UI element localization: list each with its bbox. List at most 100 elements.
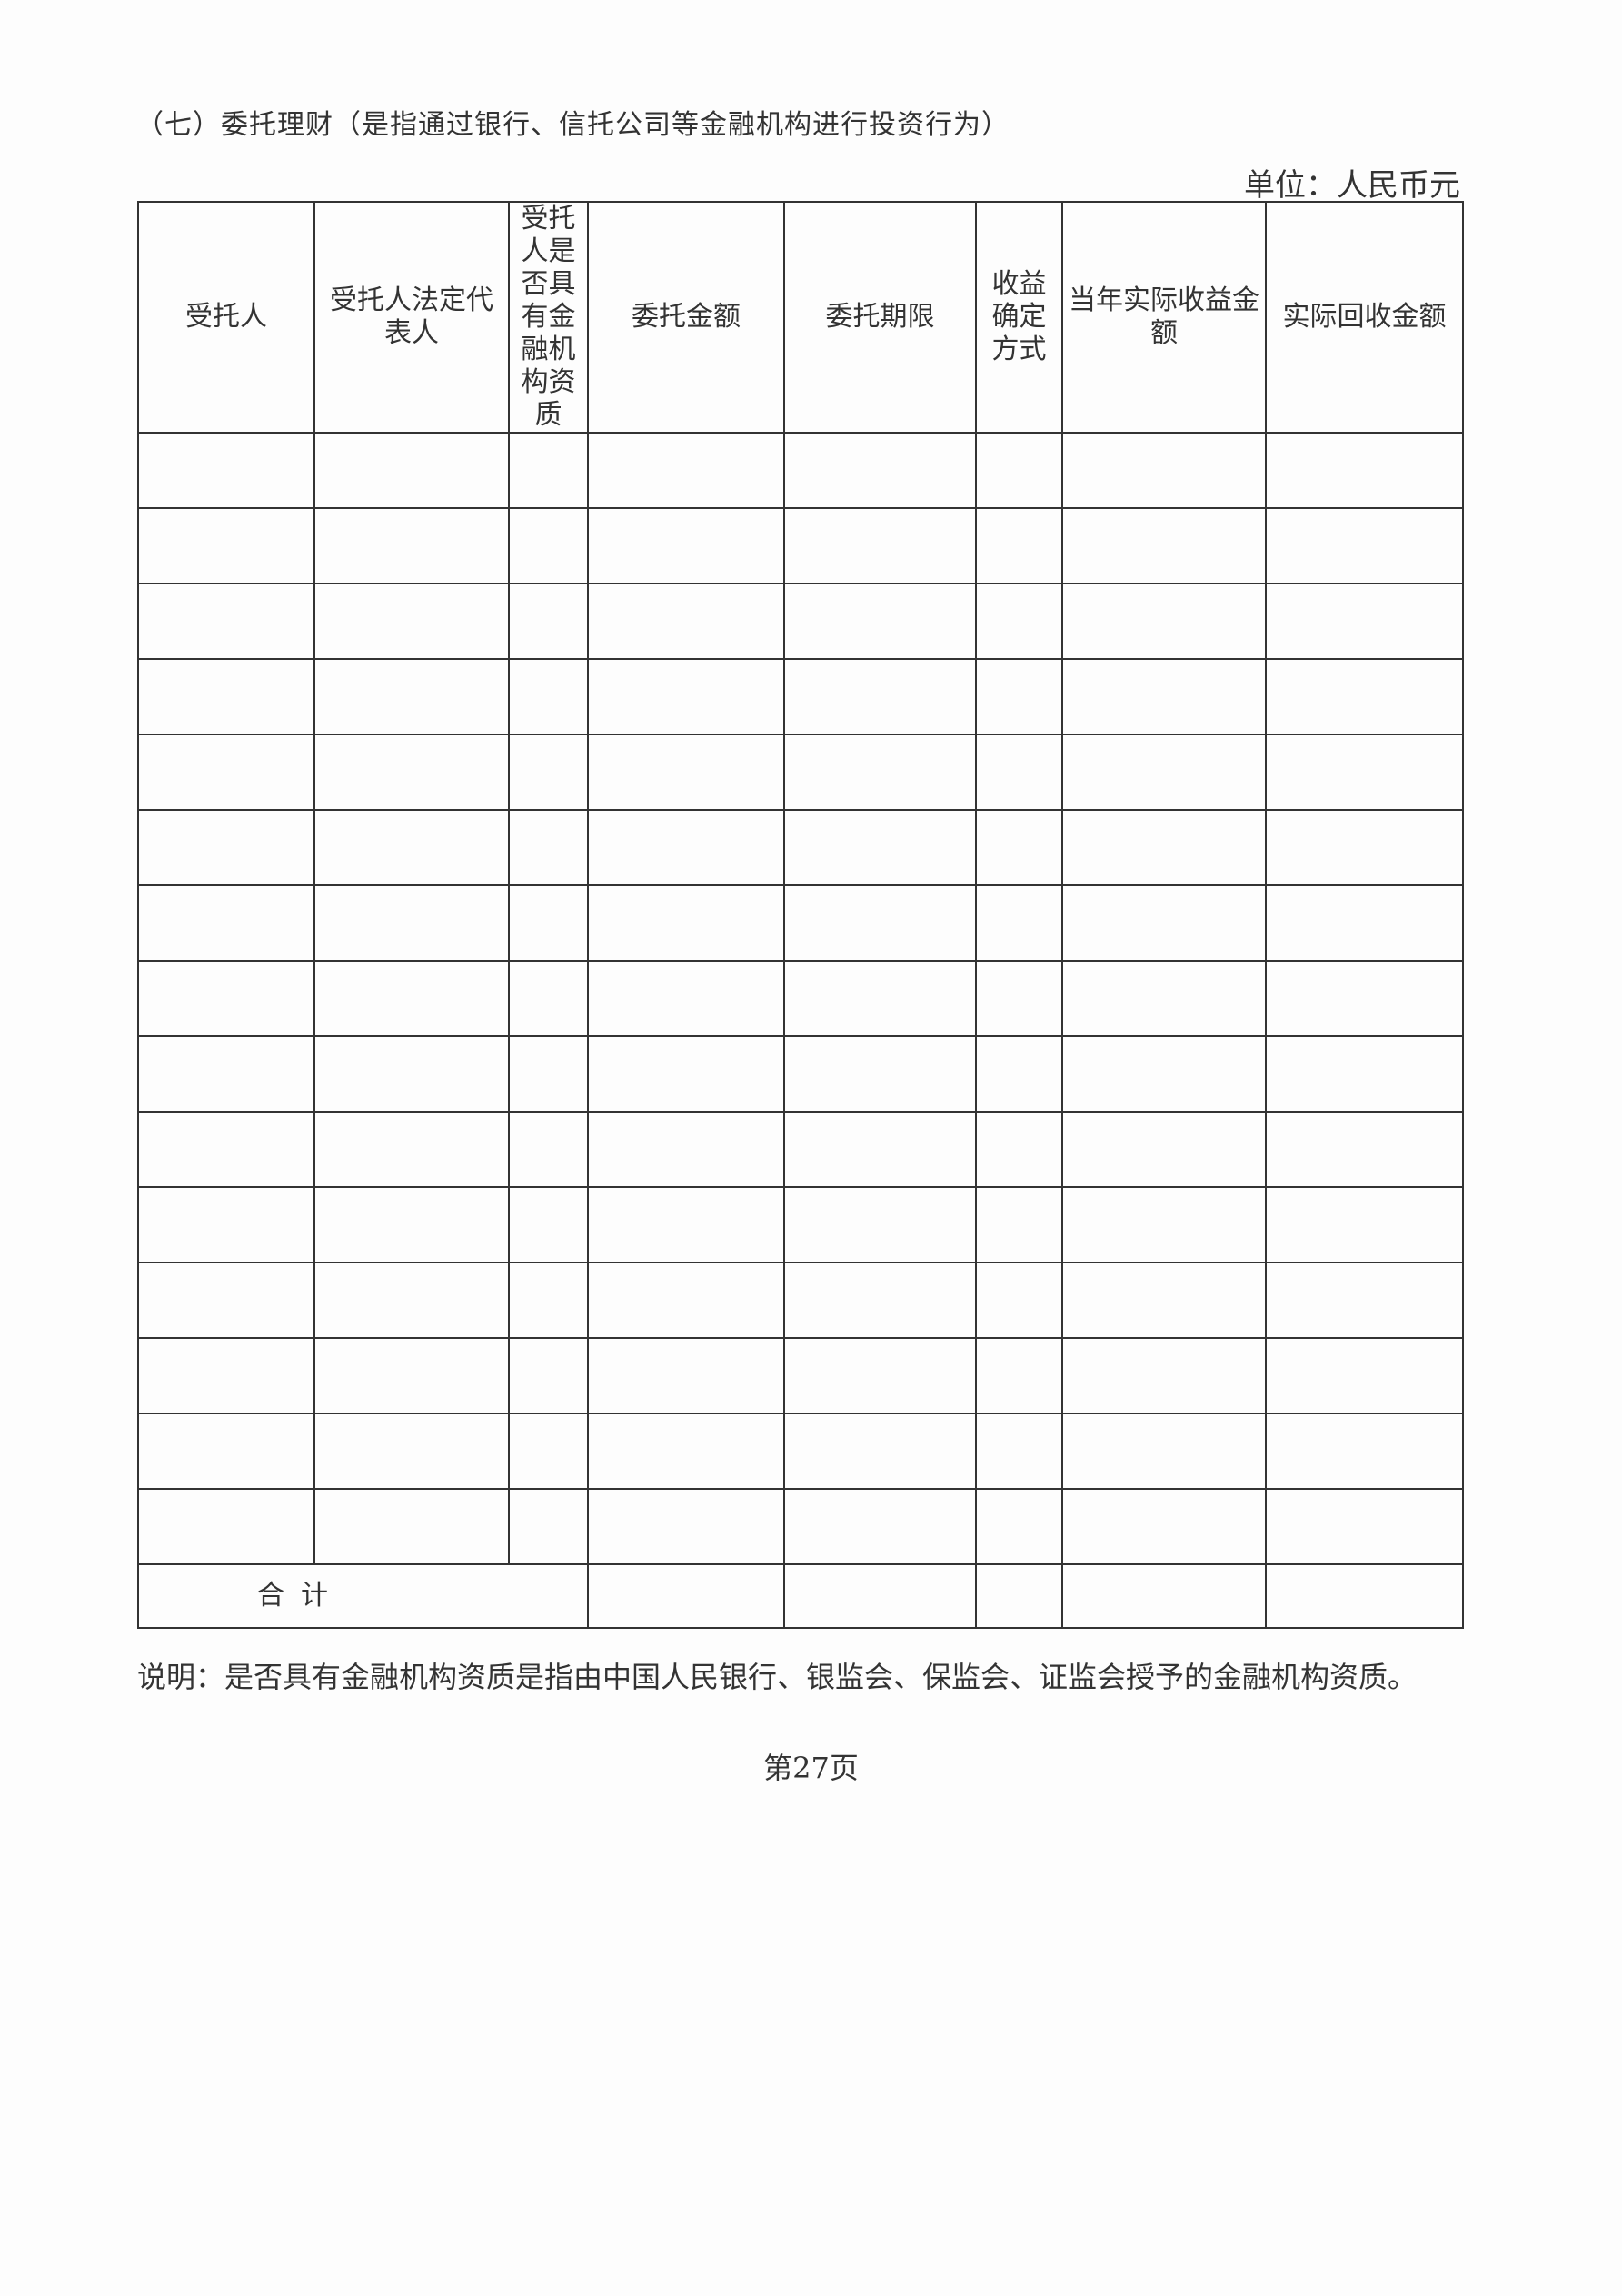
table-row — [137, 432, 1464, 509]
table-row — [137, 1488, 1464, 1565]
total-cell — [975, 1563, 1063, 1629]
table-cell — [975, 432, 1063, 509]
table-cell — [587, 1337, 785, 1414]
table-cell — [1265, 583, 1464, 660]
table-cell — [508, 1111, 589, 1188]
total-cell — [587, 1563, 785, 1629]
table-cell — [783, 1488, 977, 1565]
table-cell — [1265, 1186, 1464, 1263]
table-cell — [783, 960, 977, 1037]
table-cell — [1265, 884, 1464, 962]
table-cell — [1061, 1337, 1267, 1414]
table-cell — [783, 1186, 977, 1263]
table-cell — [975, 960, 1063, 1037]
table-cell — [1061, 583, 1267, 660]
table-cell — [587, 809, 785, 886]
header-actual-recovered: 实际回收金额 — [1265, 201, 1464, 434]
header-amount: 委托金额 — [587, 201, 785, 434]
table-cell — [1265, 1488, 1464, 1565]
header-trustee: 受托人 — [137, 201, 315, 434]
table-row — [137, 1035, 1464, 1113]
total-label: 合计 — [137, 1563, 589, 1629]
table-cell — [1061, 1413, 1267, 1490]
total-cell — [783, 1563, 977, 1629]
table-cell — [587, 658, 785, 735]
table-row — [137, 658, 1464, 735]
table-cell — [137, 1035, 315, 1113]
header-return-method: 收益确定方式 — [975, 201, 1063, 434]
table-cell — [1265, 1111, 1464, 1188]
table-cell — [1061, 1488, 1267, 1565]
table-cell — [975, 583, 1063, 660]
table-cell — [783, 1262, 977, 1339]
table-cell — [587, 884, 785, 962]
table-cell — [1061, 507, 1267, 584]
table-cell — [508, 507, 589, 584]
table-row — [137, 884, 1464, 962]
table-cell — [975, 1111, 1063, 1188]
table-cell — [508, 583, 589, 660]
table-cell — [1265, 658, 1464, 735]
table-cell — [1265, 1262, 1464, 1339]
table-row — [137, 809, 1464, 886]
table-cell — [975, 1035, 1063, 1113]
header-row: 受托人 受托人法定代表人 受托人是否具有金融机构资质 委托金额 委托期限 收益确… — [137, 201, 1464, 434]
table-cell — [508, 1413, 589, 1490]
table-cell — [313, 583, 510, 660]
page-number: 第27页 — [763, 1751, 859, 1785]
table-cell — [1265, 809, 1464, 886]
table-cell — [1061, 1111, 1267, 1188]
total-row: 合计 — [137, 1563, 1464, 1629]
total-cell — [1265, 1563, 1464, 1629]
table-cell — [137, 960, 315, 1037]
table-cell — [508, 432, 589, 509]
table-cell — [137, 583, 315, 660]
table-cell — [975, 1413, 1063, 1490]
table-cell — [1265, 432, 1464, 509]
table-cell — [1265, 960, 1464, 1037]
table-row — [137, 1413, 1464, 1490]
header-legal-rep: 受托人法定代表人 — [313, 201, 510, 434]
table-cell — [783, 734, 977, 811]
header-financial-qualification: 受托人是否具有金融机构资质 — [508, 201, 589, 434]
table-cell — [1265, 734, 1464, 811]
table-row — [137, 507, 1464, 584]
table-cell — [587, 1262, 785, 1339]
table-cell — [137, 1413, 315, 1490]
table-row — [137, 1111, 1464, 1188]
table-cell — [508, 1262, 589, 1339]
table-row — [137, 1262, 1464, 1339]
unit-label: 单位：人民币元 — [1244, 167, 1460, 204]
total-cell — [1061, 1563, 1267, 1629]
header-actual-return: 当年实际收益金额 — [1061, 201, 1267, 434]
entrusted-finance-table: 受托人 受托人法定代表人 受托人是否具有金融机构资质 委托金额 委托期限 收益确… — [137, 201, 1464, 1629]
table-cell — [1061, 734, 1267, 811]
table-cell — [1061, 884, 1267, 962]
table-cell — [137, 1337, 315, 1414]
table-cell — [975, 1186, 1063, 1263]
table-cell — [313, 809, 510, 886]
table-row — [137, 1337, 1464, 1414]
table-cell — [508, 1186, 589, 1263]
table-cell — [137, 658, 315, 735]
table-cell — [313, 1413, 510, 1490]
table-cell — [508, 1337, 589, 1414]
table-cell — [313, 1262, 510, 1339]
table-cell — [137, 884, 315, 962]
table-cell — [587, 1413, 785, 1490]
table-cell — [313, 658, 510, 735]
table-cell — [975, 1337, 1063, 1414]
table-cell — [587, 1111, 785, 1188]
table-cell — [783, 432, 977, 509]
table-cell — [1061, 1262, 1267, 1339]
table-cell — [508, 734, 589, 811]
table-cell — [313, 1035, 510, 1113]
table-cell — [313, 1488, 510, 1565]
table-cell — [1265, 1035, 1464, 1113]
table-cell — [137, 809, 315, 886]
table-cell — [137, 432, 315, 509]
table-cell — [587, 507, 785, 584]
table-cell — [508, 960, 589, 1037]
table-cell — [587, 960, 785, 1037]
table-row — [137, 1186, 1464, 1263]
